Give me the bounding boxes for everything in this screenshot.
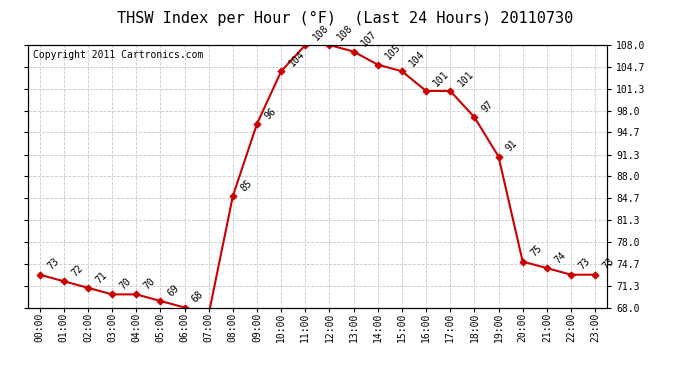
- Text: 101: 101: [432, 69, 451, 88]
- Text: THSW Index per Hour (°F)  (Last 24 Hours) 20110730: THSW Index per Hour (°F) (Last 24 Hours)…: [117, 11, 573, 26]
- Text: 73: 73: [577, 256, 592, 272]
- Text: 75: 75: [529, 243, 544, 259]
- Text: 73: 73: [46, 256, 61, 272]
- Text: 96: 96: [263, 106, 278, 121]
- Text: 69: 69: [166, 283, 181, 298]
- Text: 108: 108: [335, 23, 355, 42]
- Text: 85: 85: [239, 178, 254, 193]
- Text: 105: 105: [384, 42, 403, 62]
- Text: 91: 91: [504, 138, 520, 154]
- Text: 104: 104: [287, 49, 306, 69]
- Text: 70: 70: [118, 276, 133, 292]
- Text: 70: 70: [142, 276, 157, 292]
- Text: 101: 101: [456, 69, 475, 88]
- Text: 104: 104: [408, 49, 427, 69]
- Text: 67: 67: [0, 374, 1, 375]
- Text: 72: 72: [70, 263, 85, 279]
- Text: Copyright 2011 Cartronics.com: Copyright 2011 Cartronics.com: [33, 50, 204, 60]
- Text: 68: 68: [190, 290, 206, 305]
- Text: 74: 74: [553, 250, 568, 266]
- Text: 73: 73: [601, 256, 616, 272]
- Text: 71: 71: [94, 270, 109, 285]
- Text: 108: 108: [311, 23, 331, 42]
- Text: 107: 107: [359, 29, 379, 49]
- Text: 97: 97: [480, 99, 495, 114]
